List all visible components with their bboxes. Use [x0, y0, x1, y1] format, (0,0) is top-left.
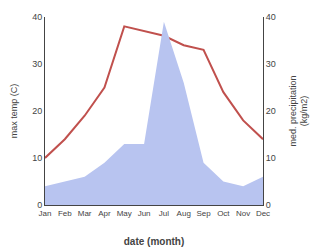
svg-text:Jul: Jul — [159, 209, 169, 218]
svg-text:0: 0 — [37, 200, 42, 210]
svg-text:40: 40 — [266, 12, 276, 22]
svg-text:Jan: Jan — [39, 209, 52, 218]
svg-text:Sep: Sep — [196, 209, 211, 218]
svg-text:40: 40 — [32, 12, 42, 22]
svg-text:20: 20 — [266, 106, 276, 116]
svg-text:30: 30 — [266, 59, 276, 69]
svg-text:Oct: Oct — [217, 209, 230, 218]
svg-text:Feb: Feb — [58, 209, 72, 218]
svg-text:max temp (C): max temp (C) — [9, 84, 19, 139]
svg-text:Aug: Aug — [177, 209, 191, 218]
svg-text:Dec: Dec — [256, 209, 270, 218]
svg-text:10: 10 — [266, 153, 276, 163]
svg-text:Apr: Apr — [98, 209, 111, 218]
svg-text:0: 0 — [266, 200, 271, 210]
svg-text:Nov: Nov — [236, 209, 250, 218]
svg-text:med. precipitation(kg/m2): med. precipitation(kg/m2) — [288, 75, 310, 146]
svg-text:30: 30 — [32, 59, 42, 69]
svg-text:Mar: Mar — [78, 209, 92, 218]
svg-text:date (month): date (month) — [124, 236, 185, 247]
svg-text:20: 20 — [32, 106, 42, 116]
svg-text:10: 10 — [32, 153, 42, 163]
svg-text:Jun: Jun — [138, 209, 151, 218]
svg-text:May: May — [117, 209, 132, 218]
